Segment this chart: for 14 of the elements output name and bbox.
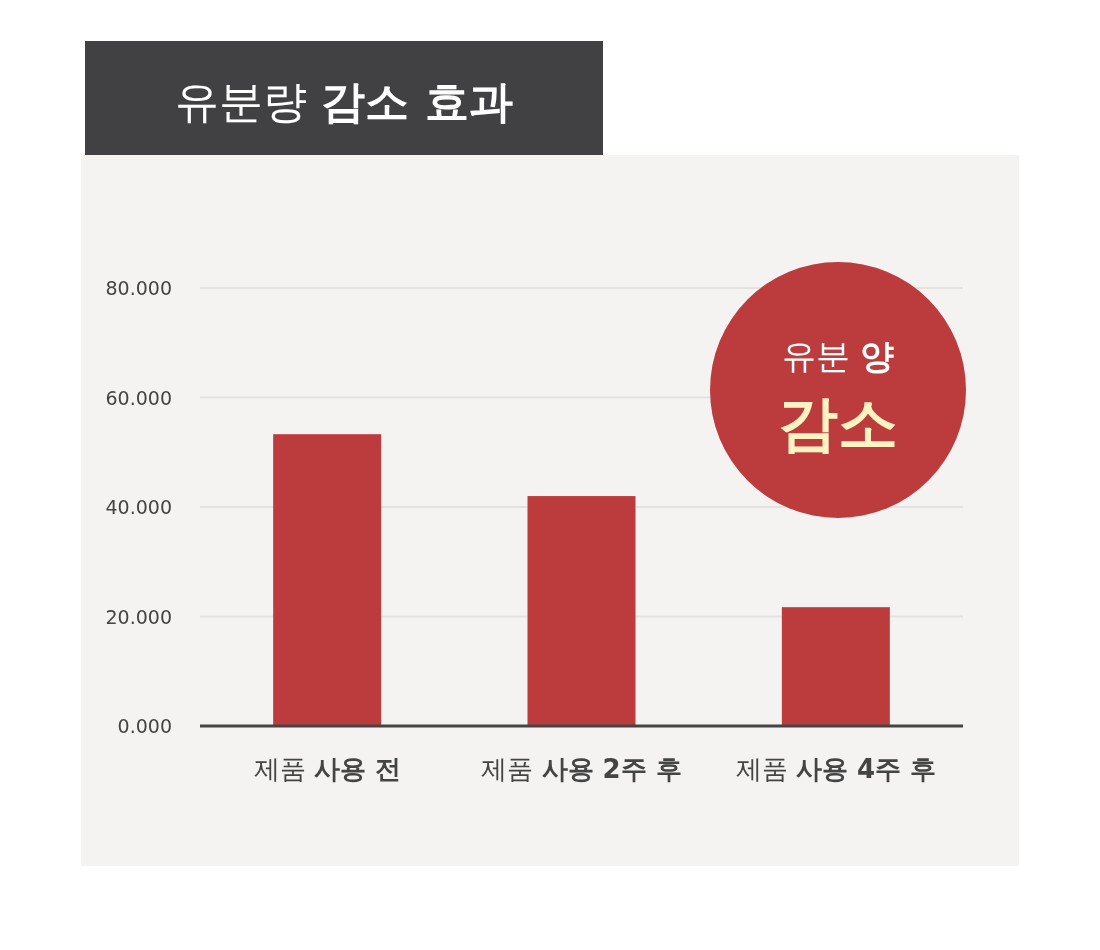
x-tick-label: 제품 사용 전 xyxy=(253,754,401,784)
y-tick-label: 80.000 xyxy=(105,277,172,299)
annotation: 감소 xyxy=(778,388,898,458)
y-tick-label: 40.000 xyxy=(105,496,172,518)
bar xyxy=(273,434,382,726)
y-tick-label: 60.000 xyxy=(105,386,172,409)
bar xyxy=(527,496,636,726)
x-tick-label: 제품 사용 4주 후 xyxy=(735,754,937,784)
y-tick-label: 0.000 xyxy=(117,715,172,737)
annotation: 유분 양 xyxy=(781,336,895,376)
chart-title: 유분량 감소 효과 xyxy=(175,76,513,127)
bar xyxy=(781,607,890,726)
x-tick-label: 제품 사용 2주 후 xyxy=(481,754,682,784)
y-tick-label: 20.000 xyxy=(105,605,172,628)
